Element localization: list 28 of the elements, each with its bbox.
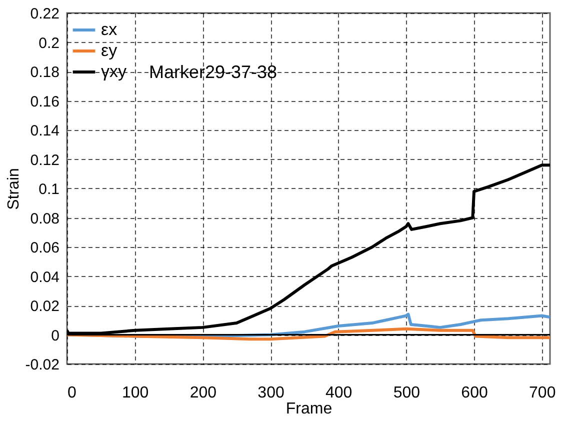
y-tick-label: 0.1 [38,181,60,198]
legend-label: εy [101,41,118,60]
annotation: Marker29-37-38 [149,62,278,82]
y-tick-label: -0.02 [25,356,60,374]
y-tick-label: 0.22 [30,6,60,22]
x-tick-label: 400 [325,384,352,402]
legend-label: εx [101,20,118,39]
y-tick-label: 0.08 [30,210,60,228]
y-tick-label: 0.14 [30,122,60,140]
y-tick-label: 0.18 [30,64,60,81]
y-tick-label: 0.12 [30,152,60,169]
y-tick-label: 0.2 [38,34,60,52]
y-tick-label: 0.16 [30,93,60,110]
x-axis-title: Frame [286,400,332,418]
y-tick-label: 0.02 [30,298,60,315]
legend-label: γxy [101,62,127,81]
y-tick-label: 0.04 [30,268,60,286]
x-tick-label: 700 [529,384,556,402]
x-tick-label: 0 [68,384,76,402]
y-axis-title: Strain [5,168,22,210]
x-tick-label: 100 [122,384,149,402]
line-series [67,327,550,341]
x-tick-label: 200 [190,384,217,402]
x-tick-label: 300 [258,384,284,402]
y-tick-label: 0.06 [30,240,60,256]
x-tick-label: 500 [393,384,420,402]
y-tick-label: 0 [51,327,60,344]
x-tick-label: 600 [461,384,488,402]
